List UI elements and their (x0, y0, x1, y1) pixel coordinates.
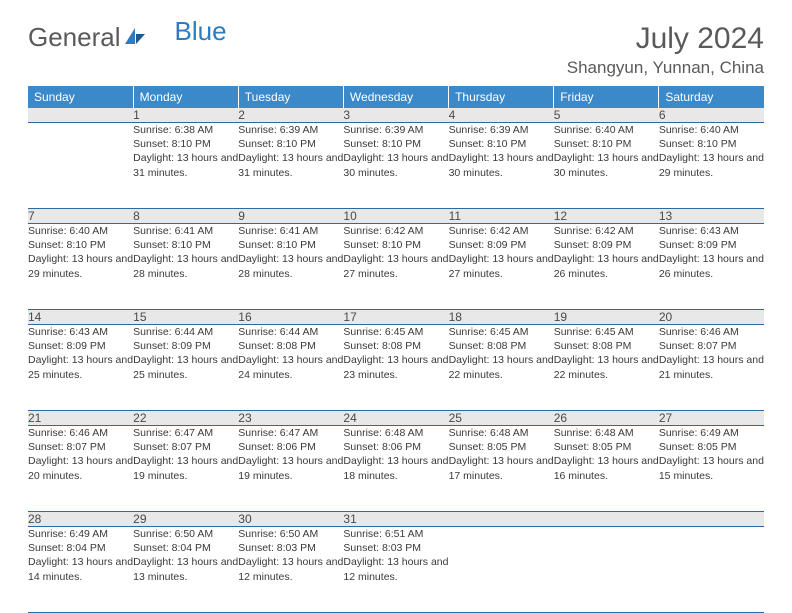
day-content-cell: Sunrise: 6:51 AMSunset: 8:03 PMDaylight:… (343, 527, 448, 613)
day-content-cell: Sunrise: 6:49 AMSunset: 8:05 PMDaylight:… (659, 426, 764, 512)
day-content-cell: Sunrise: 6:40 AMSunset: 8:10 PMDaylight:… (554, 123, 659, 209)
day-content-cell: Sunrise: 6:43 AMSunset: 8:09 PMDaylight:… (28, 325, 133, 411)
day-number-cell: 21 (28, 411, 133, 426)
day-content-cell: Sunrise: 6:44 AMSunset: 8:09 PMDaylight:… (133, 325, 238, 411)
day-content-cell (659, 527, 764, 613)
day-number-cell (554, 512, 659, 527)
day-content-cell: Sunrise: 6:40 AMSunset: 8:10 PMDaylight:… (28, 224, 133, 310)
day-number-cell: 8 (133, 209, 238, 224)
day-content-cell: Sunrise: 6:41 AMSunset: 8:10 PMDaylight:… (238, 224, 343, 310)
calendar-header-row: SundayMondayTuesdayWednesdayThursdayFrid… (28, 86, 764, 108)
day-content-cell: Sunrise: 6:45 AMSunset: 8:08 PMDaylight:… (554, 325, 659, 411)
day-content-cell: Sunrise: 6:45 AMSunset: 8:08 PMDaylight:… (449, 325, 554, 411)
day-content-cell: Sunrise: 6:48 AMSunset: 8:05 PMDaylight:… (449, 426, 554, 512)
day-number-cell: 10 (343, 209, 448, 224)
day-number-cell: 6 (659, 108, 764, 123)
day-content-cell: Sunrise: 6:48 AMSunset: 8:06 PMDaylight:… (343, 426, 448, 512)
day-content-cell: Sunrise: 6:42 AMSunset: 8:09 PMDaylight:… (449, 224, 554, 310)
day-number-cell: 5 (554, 108, 659, 123)
weekday-header: Wednesday (343, 86, 448, 108)
day-number-cell: 19 (554, 310, 659, 325)
day-content-cell: Sunrise: 6:47 AMSunset: 8:07 PMDaylight:… (133, 426, 238, 512)
day-content-cell: Sunrise: 6:41 AMSunset: 8:10 PMDaylight:… (133, 224, 238, 310)
day-content-cell: Sunrise: 6:38 AMSunset: 8:10 PMDaylight:… (133, 123, 238, 209)
day-content-cell: Sunrise: 6:42 AMSunset: 8:09 PMDaylight:… (554, 224, 659, 310)
header: General Blue July 2024 Shangyun, Yunnan,… (28, 22, 764, 78)
day-number-cell (659, 512, 764, 527)
day-number-cell: 16 (238, 310, 343, 325)
day-number-cell: 11 (449, 209, 554, 224)
day-number-cell: 30 (238, 512, 343, 527)
logo: General Blue (28, 22, 227, 53)
day-content-cell: Sunrise: 6:42 AMSunset: 8:10 PMDaylight:… (343, 224, 448, 310)
day-number-cell: 26 (554, 411, 659, 426)
day-number-cell: 22 (133, 411, 238, 426)
day-content-cell: Sunrise: 6:40 AMSunset: 8:10 PMDaylight:… (659, 123, 764, 209)
day-content-cell (28, 123, 133, 209)
day-number-cell: 7 (28, 209, 133, 224)
day-content-cell: Sunrise: 6:48 AMSunset: 8:05 PMDaylight:… (554, 426, 659, 512)
weekday-header: Saturday (659, 86, 764, 108)
day-content-cell: Sunrise: 6:39 AMSunset: 8:10 PMDaylight:… (343, 123, 448, 209)
weekday-header: Sunday (28, 86, 133, 108)
day-number-cell: 12 (554, 209, 659, 224)
day-number-cell: 23 (238, 411, 343, 426)
calendar-table: SundayMondayTuesdayWednesdayThursdayFrid… (28, 86, 764, 613)
weekday-header: Monday (133, 86, 238, 108)
day-content-cell: Sunrise: 6:46 AMSunset: 8:07 PMDaylight:… (28, 426, 133, 512)
day-number-cell: 20 (659, 310, 764, 325)
day-number-cell: 17 (343, 310, 448, 325)
day-content-cell (449, 527, 554, 613)
day-number-cell: 15 (133, 310, 238, 325)
day-content-cell: Sunrise: 6:45 AMSunset: 8:08 PMDaylight:… (343, 325, 448, 411)
day-content-cell: Sunrise: 6:43 AMSunset: 8:09 PMDaylight:… (659, 224, 764, 310)
day-number-cell: 2 (238, 108, 343, 123)
title-block: July 2024 Shangyun, Yunnan, China (567, 22, 764, 78)
day-number-cell (28, 108, 133, 123)
weekday-header: Tuesday (238, 86, 343, 108)
day-content-cell: Sunrise: 6:46 AMSunset: 8:07 PMDaylight:… (659, 325, 764, 411)
day-content-cell: Sunrise: 6:49 AMSunset: 8:04 PMDaylight:… (28, 527, 133, 613)
day-number-cell: 9 (238, 209, 343, 224)
day-number-cell: 13 (659, 209, 764, 224)
day-content-cell: Sunrise: 6:39 AMSunset: 8:10 PMDaylight:… (449, 123, 554, 209)
location: Shangyun, Yunnan, China (567, 58, 764, 78)
day-content-cell: Sunrise: 6:39 AMSunset: 8:10 PMDaylight:… (238, 123, 343, 209)
weekday-header: Friday (554, 86, 659, 108)
day-number-cell: 4 (449, 108, 554, 123)
day-number-cell: 25 (449, 411, 554, 426)
day-number-cell: 1 (133, 108, 238, 123)
day-number-cell (449, 512, 554, 527)
logo-text-1: General (28, 22, 121, 53)
day-number-cell: 27 (659, 411, 764, 426)
day-number-cell: 24 (343, 411, 448, 426)
day-content-cell: Sunrise: 6:50 AMSunset: 8:03 PMDaylight:… (238, 527, 343, 613)
day-number-cell: 18 (449, 310, 554, 325)
day-content-cell (554, 527, 659, 613)
day-number-cell: 31 (343, 512, 448, 527)
weekday-header: Thursday (449, 86, 554, 108)
day-number-cell: 14 (28, 310, 133, 325)
day-content-cell: Sunrise: 6:50 AMSunset: 8:04 PMDaylight:… (133, 527, 238, 613)
day-number-cell: 3 (343, 108, 448, 123)
logo-text-2: Blue (175, 16, 227, 47)
logo-sail-icon (123, 22, 147, 53)
day-number-cell: 28 (28, 512, 133, 527)
month-title: July 2024 (567, 22, 764, 56)
day-content-cell: Sunrise: 6:47 AMSunset: 8:06 PMDaylight:… (238, 426, 343, 512)
day-number-cell: 29 (133, 512, 238, 527)
day-content-cell: Sunrise: 6:44 AMSunset: 8:08 PMDaylight:… (238, 325, 343, 411)
